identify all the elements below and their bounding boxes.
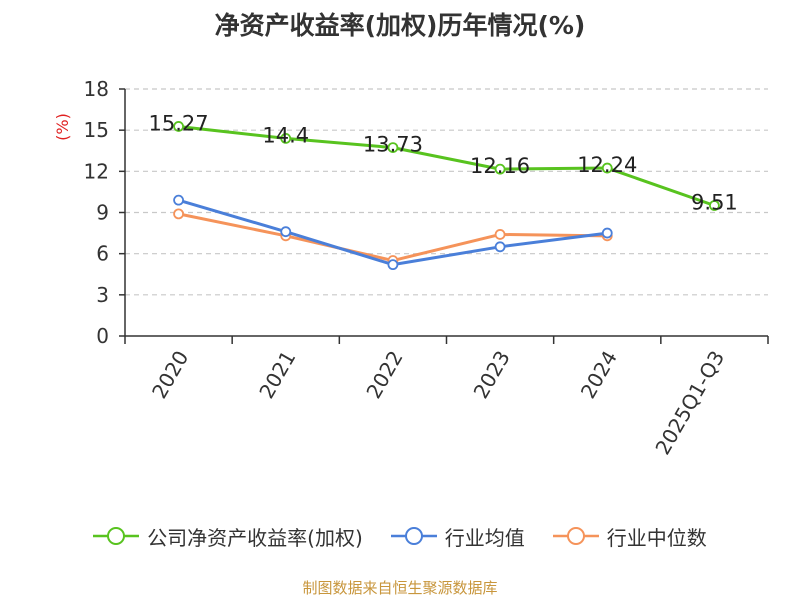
- data-source-note: 制图数据来自恒生聚源数据库: [302, 579, 498, 597]
- data-label-company: 13.73: [363, 133, 423, 157]
- data-point-industry_avg: [280, 226, 292, 238]
- y-tick-label: 3: [96, 283, 109, 307]
- data-point-company: [494, 163, 506, 175]
- data-point-company: [709, 200, 720, 211]
- legend-label-industry-median: 行业中位数: [606, 525, 707, 550]
- line-chart: 0 3 6 9 12 15 18 2020 2021 2022 2023 2024 2025Q1-Q3 (…: [53, 77, 769, 459]
- series-line-company: [178, 124, 715, 207]
- legend-label-industry-avg: 行业均值: [444, 525, 525, 550]
- y-tick-label: 12: [84, 159, 109, 183]
- data-point-industry_avg: [494, 241, 506, 253]
- x-tick-label: 2022: [361, 347, 407, 403]
- data-point-industry_median: [494, 229, 506, 240]
- data-point-company: [601, 162, 613, 174]
- legend-item-company[interactable]: 公司净资产收益率(加权): [93, 522, 363, 551]
- legend-industry-median-line-icon: [552, 527, 599, 545]
- y-tick-label: 0: [96, 324, 109, 348]
- data-label-company: 12.24: [577, 153, 637, 177]
- data-label-company: 15.27: [149, 111, 209, 135]
- data-point-company: [387, 142, 399, 153]
- x-tick-label: 2025Q1-Q3: [650, 347, 729, 459]
- data-point-company: [173, 121, 184, 132]
- legend-industry-avg-line-icon: [390, 527, 437, 545]
- x-tick-label: 2021: [254, 347, 300, 403]
- data-label-company: 14.4: [262, 123, 309, 147]
- legend-item-industry-avg[interactable]: 行业均值: [390, 522, 525, 551]
- y-tick-label: 15: [84, 118, 109, 142]
- data-point-company: [280, 132, 292, 144]
- data-label-company: 9.51: [691, 191, 738, 215]
- data-label-company: 12.16: [470, 154, 530, 178]
- x-tick-label: 2023: [469, 347, 515, 403]
- x-tick-label: 2020: [147, 347, 193, 403]
- data-point-industry_median: [173, 208, 184, 220]
- data-point-industry_avg: [601, 227, 613, 239]
- legend: 公司净资产收益率(加权) 行业均值 行业中位数: [0, 516, 800, 556]
- chart-title: 净资产收益率(加权)历年情况(%): [214, 11, 586, 40]
- data-point-industry_avg: [173, 194, 184, 206]
- x-tick-label: 2024: [576, 347, 622, 403]
- y-tick-label: 18: [84, 77, 109, 101]
- y-axis-unit-label: (%): [53, 113, 72, 141]
- y-tick-label: 9: [96, 201, 109, 225]
- data-point-industry_avg: [387, 259, 399, 271]
- legend-company-line-icon: [93, 527, 140, 545]
- series-line-industry_avg: [178, 198, 608, 267]
- legend-item-industry-median[interactable]: 行业中位数: [552, 522, 707, 551]
- legend-label-company: 公司净资产收益率(加权): [147, 525, 363, 550]
- y-tick-label: 6: [96, 242, 109, 266]
